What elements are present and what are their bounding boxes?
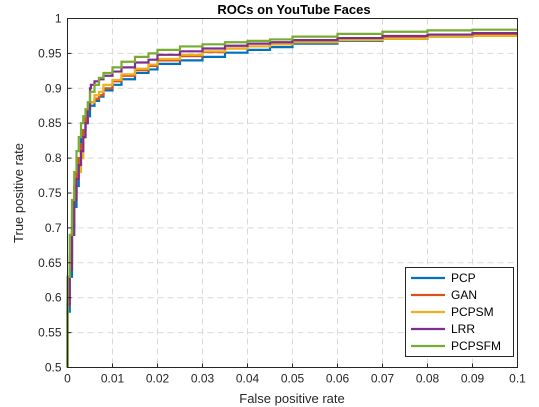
x-tick-label: 0.04 [236,372,260,386]
x-tick-label: 0.06 [326,372,350,386]
y-tick-label: 0.75 [38,186,62,200]
legend-label-pcp: PCP [451,271,476,285]
y-tick-label: 0.65 [38,256,62,270]
x-tick-label: 0.09 [461,372,485,386]
legend-label-pcpsfm: PCPSFM [451,339,501,353]
series-layer [66,28,518,368]
x-tick-label: 0.1 [509,372,526,386]
x-axis-label: False positive rate [239,391,345,406]
y-tick-label: 0.5 [45,361,62,375]
legend-label-lrr: LRR [451,322,475,336]
x-tick-label: 0.03 [191,372,215,386]
axis-ticks: 0 0.01 0.02 0.03 0.04 0.05 0.06 0.07 0.08 0.09 0.1… [38,12,526,386]
series-line-pcpsfm [66,28,518,368]
x-tick-label: 0.08 [416,372,440,386]
legend: PCP GAN PCPSM LRR PCPSFM [405,267,514,357]
y-tick-label: 0.9 [45,81,62,95]
legend-label-pcpsm: PCPSM [451,305,494,319]
y-tick-label: 0.55 [38,326,62,340]
y-tick-label: 0.85 [38,116,62,130]
x-tick-label: 0.01 [101,372,125,386]
y-axis-label: True positive rate [11,143,26,243]
x-tick-label: 0.02 [146,372,170,386]
x-tick-label: 0.05 [281,372,305,386]
y-tick-label: 0.8 [45,151,62,165]
y-tick-label: 0.95 [38,46,62,60]
x-tick-label: 0 [64,372,71,386]
series-line-lrr [66,32,518,368]
x-tick-label: 0.07 [371,372,395,386]
y-tick-label: 0.7 [45,221,62,235]
legend-label-gan: GAN [451,288,477,302]
y-tick-label: 0.6 [45,291,62,305]
y-tick-label: 1 [55,12,62,26]
chart-title: ROCs on YouTube Faces [217,2,370,17]
